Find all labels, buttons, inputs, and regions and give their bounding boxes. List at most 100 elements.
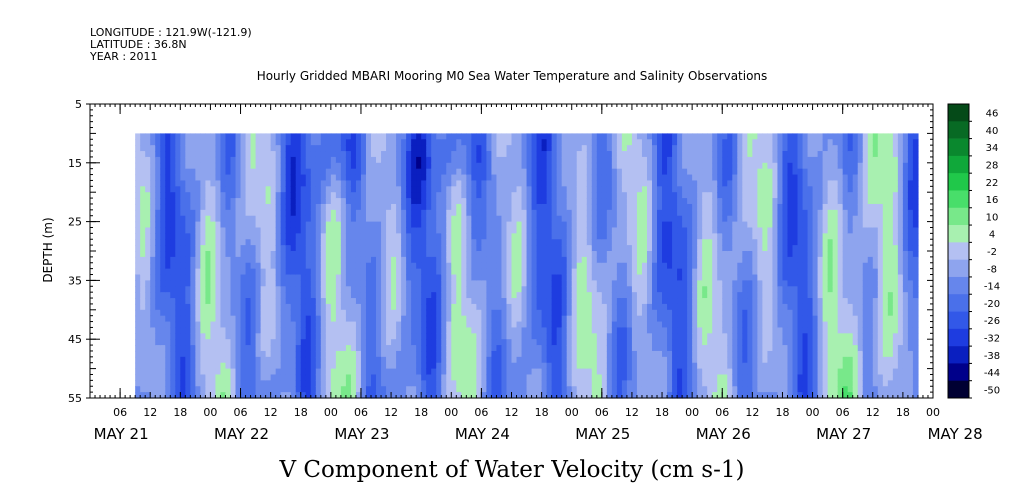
heatmap-cell bbox=[461, 315, 467, 323]
heatmap-cell bbox=[526, 151, 533, 158]
heatmap-cell bbox=[320, 356, 327, 364]
heatmap-cell bbox=[626, 262, 633, 270]
heatmap-cell bbox=[496, 298, 503, 305]
heatmap-cell bbox=[371, 151, 377, 158]
heatmap-cell bbox=[391, 233, 397, 240]
heatmap-cell bbox=[215, 215, 222, 223]
heatmap-cell bbox=[486, 198, 493, 205]
heatmap-cell bbox=[210, 233, 217, 240]
heatmap-cell bbox=[561, 198, 568, 205]
heatmap-cell bbox=[220, 215, 227, 223]
heatmap-cell bbox=[325, 168, 332, 176]
heatmap-cell bbox=[330, 145, 337, 152]
heatmap-cell bbox=[636, 303, 643, 311]
heatmap-cell bbox=[431, 321, 437, 329]
heatmap-cell bbox=[270, 286, 277, 293]
heatmap-cell bbox=[506, 268, 513, 276]
heatmap-cell bbox=[616, 162, 623, 170]
heatmap-cell bbox=[386, 209, 392, 217]
heatmap-cell bbox=[511, 221, 518, 229]
heatmap-cell bbox=[436, 139, 442, 146]
heatmap-cell bbox=[682, 386, 688, 393]
heatmap-cell bbox=[421, 309, 427, 317]
heatmap-cell bbox=[305, 139, 312, 146]
heatmap-cell bbox=[496, 245, 503, 252]
heatmap-cell bbox=[205, 303, 212, 311]
heatmap-cell bbox=[391, 156, 397, 164]
heatmap-cell bbox=[511, 392, 518, 399]
heatmap-cell bbox=[275, 162, 282, 170]
heatmap-cell bbox=[461, 350, 467, 358]
heatmap-cell bbox=[360, 368, 367, 376]
heatmap-cell bbox=[481, 309, 488, 317]
heatmap-cell bbox=[616, 345, 623, 352]
heatmap-cell bbox=[295, 239, 302, 246]
heatmap-cell bbox=[652, 156, 658, 164]
heatmap-cell bbox=[677, 156, 683, 164]
heatmap-cell bbox=[616, 327, 623, 334]
heatmap-cell bbox=[205, 333, 212, 340]
heatmap-cell bbox=[652, 262, 658, 270]
heatmap-cell bbox=[551, 215, 558, 223]
heatmap-cell bbox=[456, 356, 462, 364]
heatmap-cell bbox=[646, 151, 653, 158]
heatmap-cell bbox=[145, 198, 151, 205]
heatmap-cell bbox=[652, 133, 658, 140]
heatmap-cell bbox=[145, 298, 151, 305]
heatmap-cell bbox=[606, 345, 613, 352]
heatmap-cell bbox=[295, 392, 302, 399]
heatmap-cell bbox=[601, 186, 608, 193]
heatmap-cell bbox=[406, 392, 412, 399]
heatmap-cell bbox=[355, 298, 362, 305]
heatmap-cell bbox=[270, 298, 277, 305]
heatmap-cell bbox=[160, 192, 166, 199]
heatmap-cell bbox=[536, 239, 543, 246]
heatmap-cell bbox=[235, 392, 242, 399]
heatmap-cell bbox=[471, 168, 477, 176]
heatmap-cell bbox=[586, 292, 593, 299]
heatmap-cell bbox=[335, 286, 342, 293]
heatmap-cell bbox=[381, 286, 387, 293]
year-text: YEAR : 2011 bbox=[89, 50, 158, 63]
heatmap-cell bbox=[667, 221, 673, 229]
heatmap-cell bbox=[155, 380, 161, 387]
heatmap-cell bbox=[225, 251, 232, 258]
heatmap-cell bbox=[340, 133, 347, 140]
heatmap-cell bbox=[300, 280, 307, 287]
heatmap-cell bbox=[285, 180, 292, 187]
heatmap-cell bbox=[280, 227, 287, 234]
heatmap-cell bbox=[280, 221, 287, 229]
heatmap-cell bbox=[391, 268, 397, 276]
heatmap-cell bbox=[621, 280, 628, 287]
heatmap-cell bbox=[220, 251, 227, 258]
heatmap-cell bbox=[662, 309, 668, 317]
heatmap-cell bbox=[631, 362, 638, 370]
heatmap-cell bbox=[275, 274, 282, 281]
heatmap-cell bbox=[677, 251, 683, 258]
heatmap-cell bbox=[185, 315, 191, 323]
heatmap-cell bbox=[677, 280, 683, 287]
heatmap-cell bbox=[260, 292, 267, 299]
heatmap-cell bbox=[240, 180, 247, 187]
heatmap-cell bbox=[621, 198, 628, 205]
heatmap-cell bbox=[170, 221, 176, 229]
heatmap-cell bbox=[135, 256, 141, 264]
heatmap-cell bbox=[265, 327, 272, 334]
heatmap-cell bbox=[345, 350, 352, 358]
heatmap-cell bbox=[170, 274, 176, 281]
heatmap-cell bbox=[320, 233, 327, 240]
heatmap-cell bbox=[185, 356, 191, 364]
heatmap-cell bbox=[481, 203, 488, 211]
heatmap-cell bbox=[160, 245, 166, 252]
heatmap-cell bbox=[371, 209, 377, 217]
heatmap-cell bbox=[431, 139, 437, 146]
heatmap-cell bbox=[551, 374, 558, 381]
heatmap-cell bbox=[280, 356, 287, 364]
heatmap-cell bbox=[371, 162, 377, 170]
heatmap-cell bbox=[406, 345, 412, 352]
heatmap-cell bbox=[140, 292, 146, 299]
heatmap-cell bbox=[606, 286, 613, 293]
heatmap-cell bbox=[576, 315, 583, 323]
heatmap-cell bbox=[667, 203, 673, 211]
heatmap-cell bbox=[541, 221, 548, 229]
